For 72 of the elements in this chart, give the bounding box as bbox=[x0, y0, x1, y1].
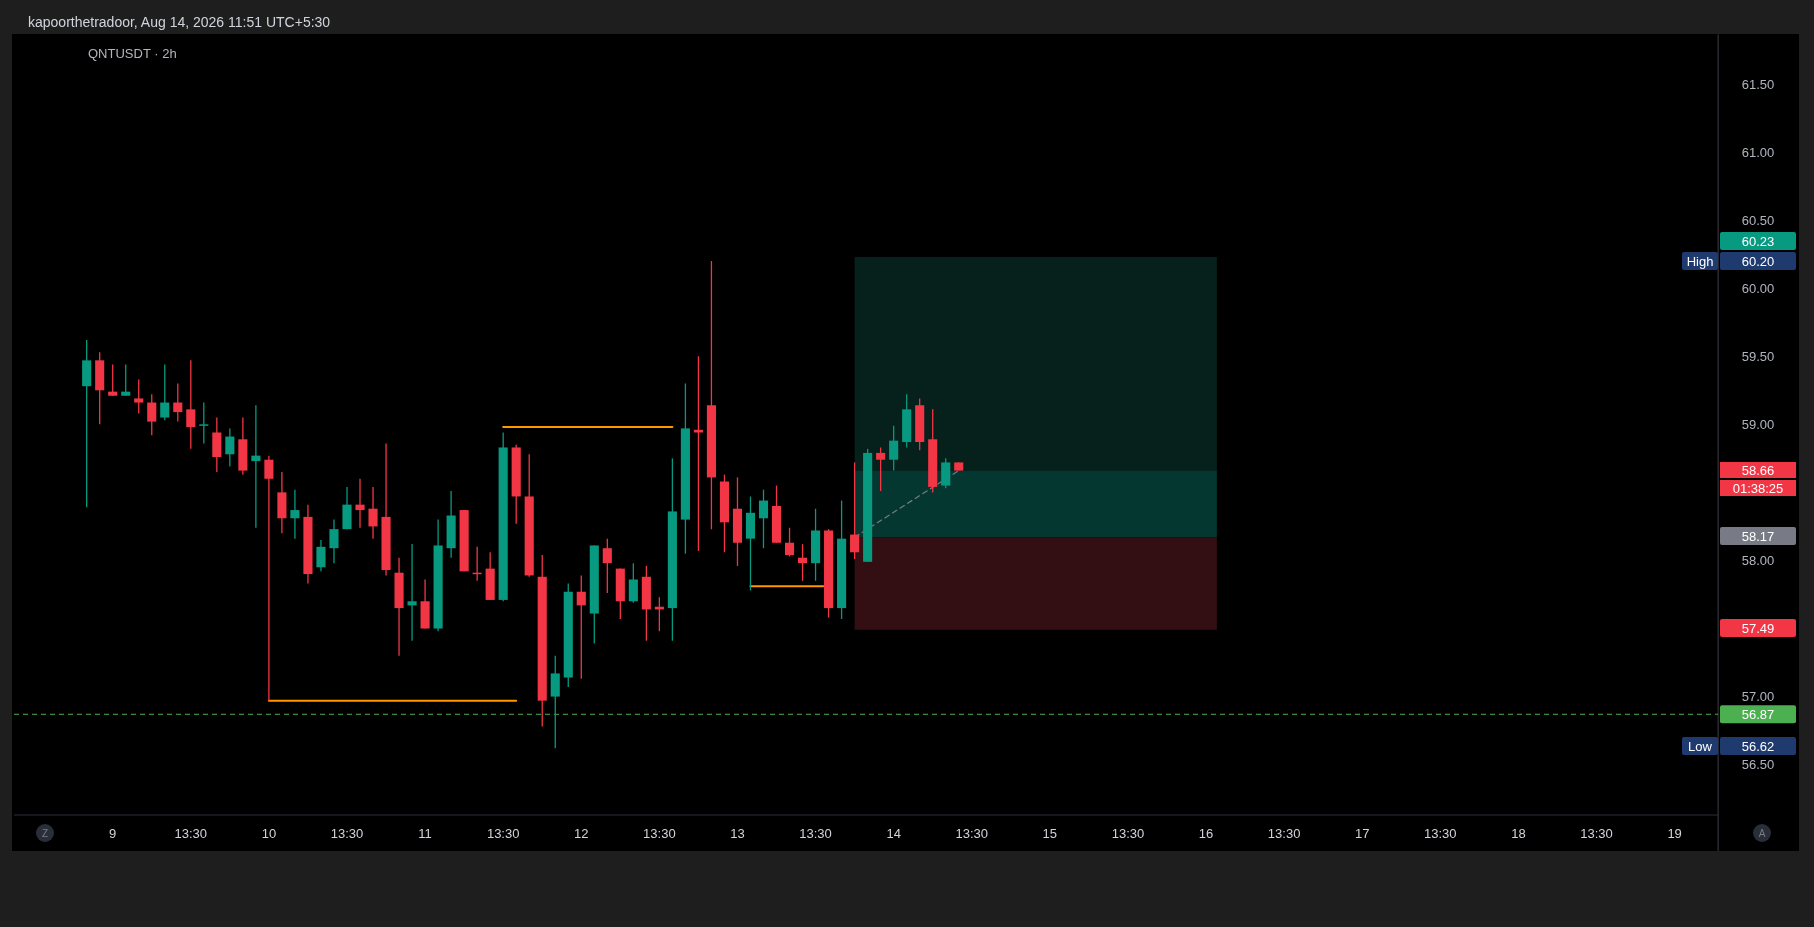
y-tick-label: 61.00 bbox=[1741, 144, 1775, 160]
candlestick bbox=[941, 457, 951, 489]
candlestick bbox=[225, 427, 235, 468]
candlestick bbox=[199, 401, 209, 445]
y-tick-label: 59.50 bbox=[1741, 348, 1775, 364]
candlestick bbox=[251, 404, 261, 529]
x-tick-label: 15 bbox=[1042, 825, 1058, 841]
y-tick-label: 61.50 bbox=[1741, 76, 1775, 92]
text: Z bbox=[41, 827, 49, 839]
x-tick-label: 13:30 bbox=[1267, 825, 1301, 841]
text: QNTUSDT · 2h bbox=[88, 45, 177, 61]
text: 58.66 bbox=[1741, 462, 1775, 478]
candlestick bbox=[758, 489, 769, 549]
candlestick bbox=[876, 446, 886, 492]
text: 01:38:25 bbox=[1732, 480, 1784, 496]
x-tick-label: 11 bbox=[418, 825, 432, 841]
y-tick-label: 60.00 bbox=[1741, 280, 1775, 296]
x-tick-label: 13:30 bbox=[174, 825, 208, 841]
x-tick-label: 16 bbox=[1198, 825, 1214, 841]
x-tick-label: 10 bbox=[261, 825, 277, 841]
x-tick-label: 12 bbox=[574, 825, 589, 841]
candlestick bbox=[186, 359, 196, 450]
candlestick bbox=[850, 461, 860, 560]
x-tick-label: 13:30 bbox=[486, 825, 520, 841]
ref-line-label: 56.87 bbox=[1741, 706, 1775, 722]
candlestick bbox=[108, 363, 118, 397]
text: 57.49 bbox=[1741, 620, 1775, 636]
text: kapoorthetradoor, Aug 14, 2026 11:51 UTC+5:30 bbox=[28, 13, 331, 30]
x-tick-label: 19 bbox=[1667, 825, 1682, 841]
candlestick bbox=[368, 486, 378, 540]
candlestick bbox=[290, 489, 300, 540]
y-tick-label: 56.50 bbox=[1741, 757, 1775, 773]
candlestick bbox=[889, 425, 899, 472]
x-tick-label: 13:30 bbox=[955, 825, 989, 841]
x-tick-label: 13:30 bbox=[799, 825, 832, 841]
x-tick-label: 18 bbox=[1511, 825, 1526, 841]
candlestick bbox=[121, 363, 131, 397]
candlestick bbox=[173, 382, 183, 423]
text: 56.62 bbox=[1741, 738, 1775, 754]
x-tick-label: 14 bbox=[886, 825, 901, 841]
candlestick bbox=[160, 363, 170, 421]
candlestick bbox=[628, 562, 638, 604]
text: 58.17 bbox=[1741, 528, 1775, 544]
candlestick bbox=[329, 518, 339, 564]
annotation: Low bbox=[1688, 738, 1713, 754]
y-tick-label: 60.50 bbox=[1741, 212, 1775, 228]
text: A bbox=[1758, 827, 1766, 839]
candlestick bbox=[550, 655, 560, 749]
candlestick bbox=[797, 543, 808, 582]
text: 60.20 bbox=[1741, 253, 1775, 269]
x-tick-label: 9 bbox=[109, 825, 117, 841]
x-tick-label: 13:30 bbox=[1580, 825, 1613, 841]
y-tick-label: 59.00 bbox=[1741, 416, 1775, 432]
annotation: High bbox=[1686, 253, 1714, 269]
x-tick-label: 13:30 bbox=[330, 825, 364, 841]
candlestick bbox=[316, 539, 326, 572]
candlestick bbox=[602, 538, 612, 594]
candlestick bbox=[147, 393, 157, 436]
candlestick bbox=[355, 478, 365, 529]
x-tick-label: 13:30 bbox=[643, 825, 676, 841]
candlestick bbox=[407, 543, 417, 642]
candlestick bbox=[264, 454, 274, 702]
candlestick bbox=[784, 527, 795, 558]
y-tick-label: 58.00 bbox=[1741, 552, 1775, 568]
x-tick-label: 13 bbox=[730, 825, 745, 841]
candlestick bbox=[576, 574, 586, 680]
x-tick-label: 13:30 bbox=[1111, 825, 1145, 841]
candlestick bbox=[134, 378, 144, 415]
y-tick-label: 57.00 bbox=[1741, 689, 1775, 705]
x-tick-label: 13:30 bbox=[1424, 825, 1457, 841]
x-tick-label: 17 bbox=[1355, 825, 1370, 841]
text: 60.23 bbox=[1741, 233, 1775, 249]
